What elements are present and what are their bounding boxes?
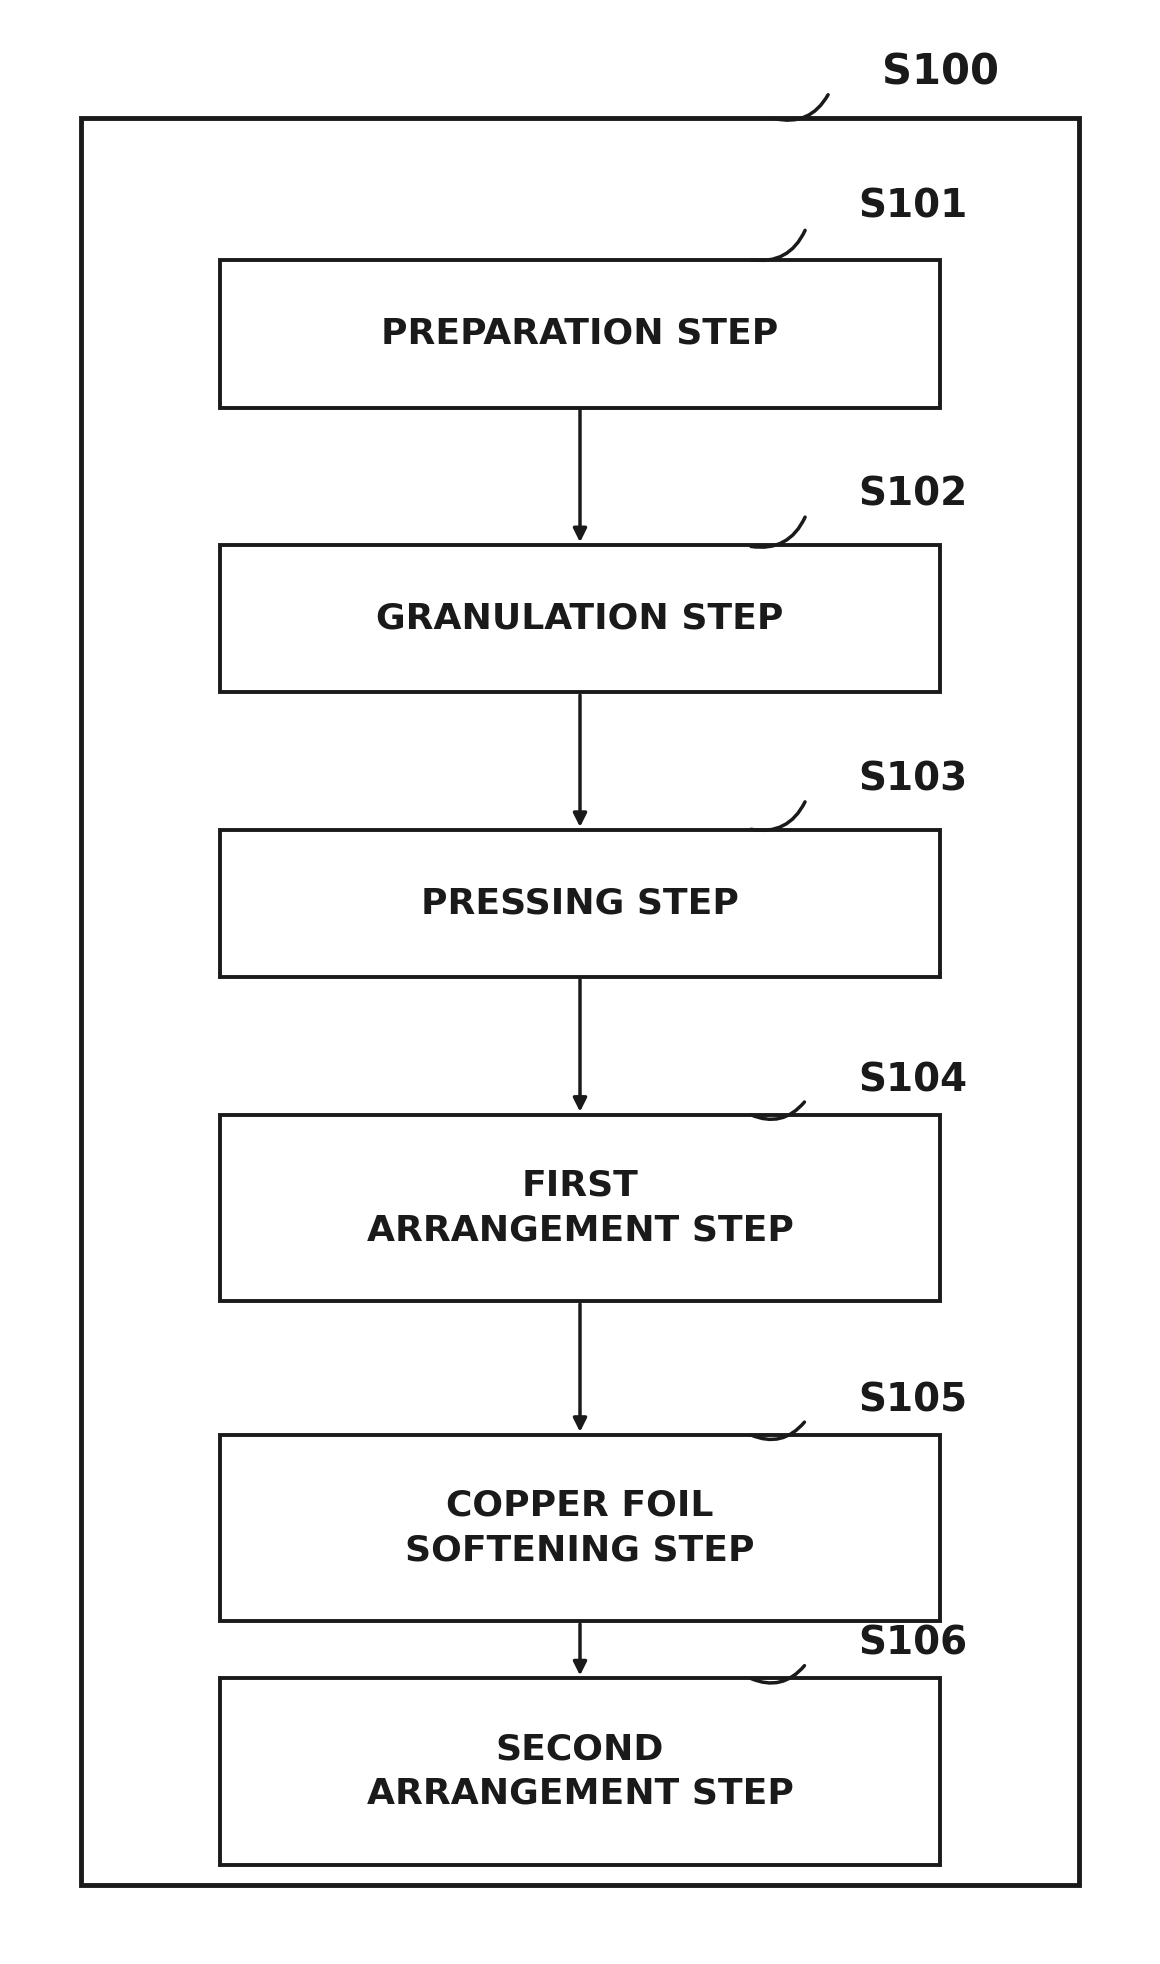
Text: S103: S103 — [858, 760, 967, 799]
Text: S106: S106 — [858, 1624, 967, 1664]
Text: COPPER FOIL
SOFTENING STEP: COPPER FOIL SOFTENING STEP — [405, 1489, 755, 1567]
Text: S104: S104 — [858, 1061, 967, 1100]
Bar — [220, 829, 940, 978]
Text: PREPARATION STEP: PREPARATION STEP — [382, 316, 778, 352]
Text: FIRST
ARRANGEMENT STEP: FIRST ARRANGEMENT STEP — [367, 1169, 793, 1247]
Text: SECOND
ARRANGEMENT STEP: SECOND ARRANGEMENT STEP — [367, 1732, 793, 1811]
Text: GRANULATION STEP: GRANULATION STEP — [376, 601, 784, 636]
Text: S101: S101 — [858, 187, 967, 226]
Bar — [220, 261, 940, 409]
Text: S102: S102 — [858, 475, 967, 515]
Bar — [220, 1436, 940, 1622]
Text: PRESSING STEP: PRESSING STEP — [421, 886, 739, 921]
Bar — [220, 546, 940, 693]
Bar — [220, 1116, 940, 1302]
Bar — [81, 118, 1079, 1885]
Bar — [220, 1677, 940, 1866]
Text: S105: S105 — [858, 1381, 967, 1420]
Text: S100: S100 — [882, 51, 999, 94]
